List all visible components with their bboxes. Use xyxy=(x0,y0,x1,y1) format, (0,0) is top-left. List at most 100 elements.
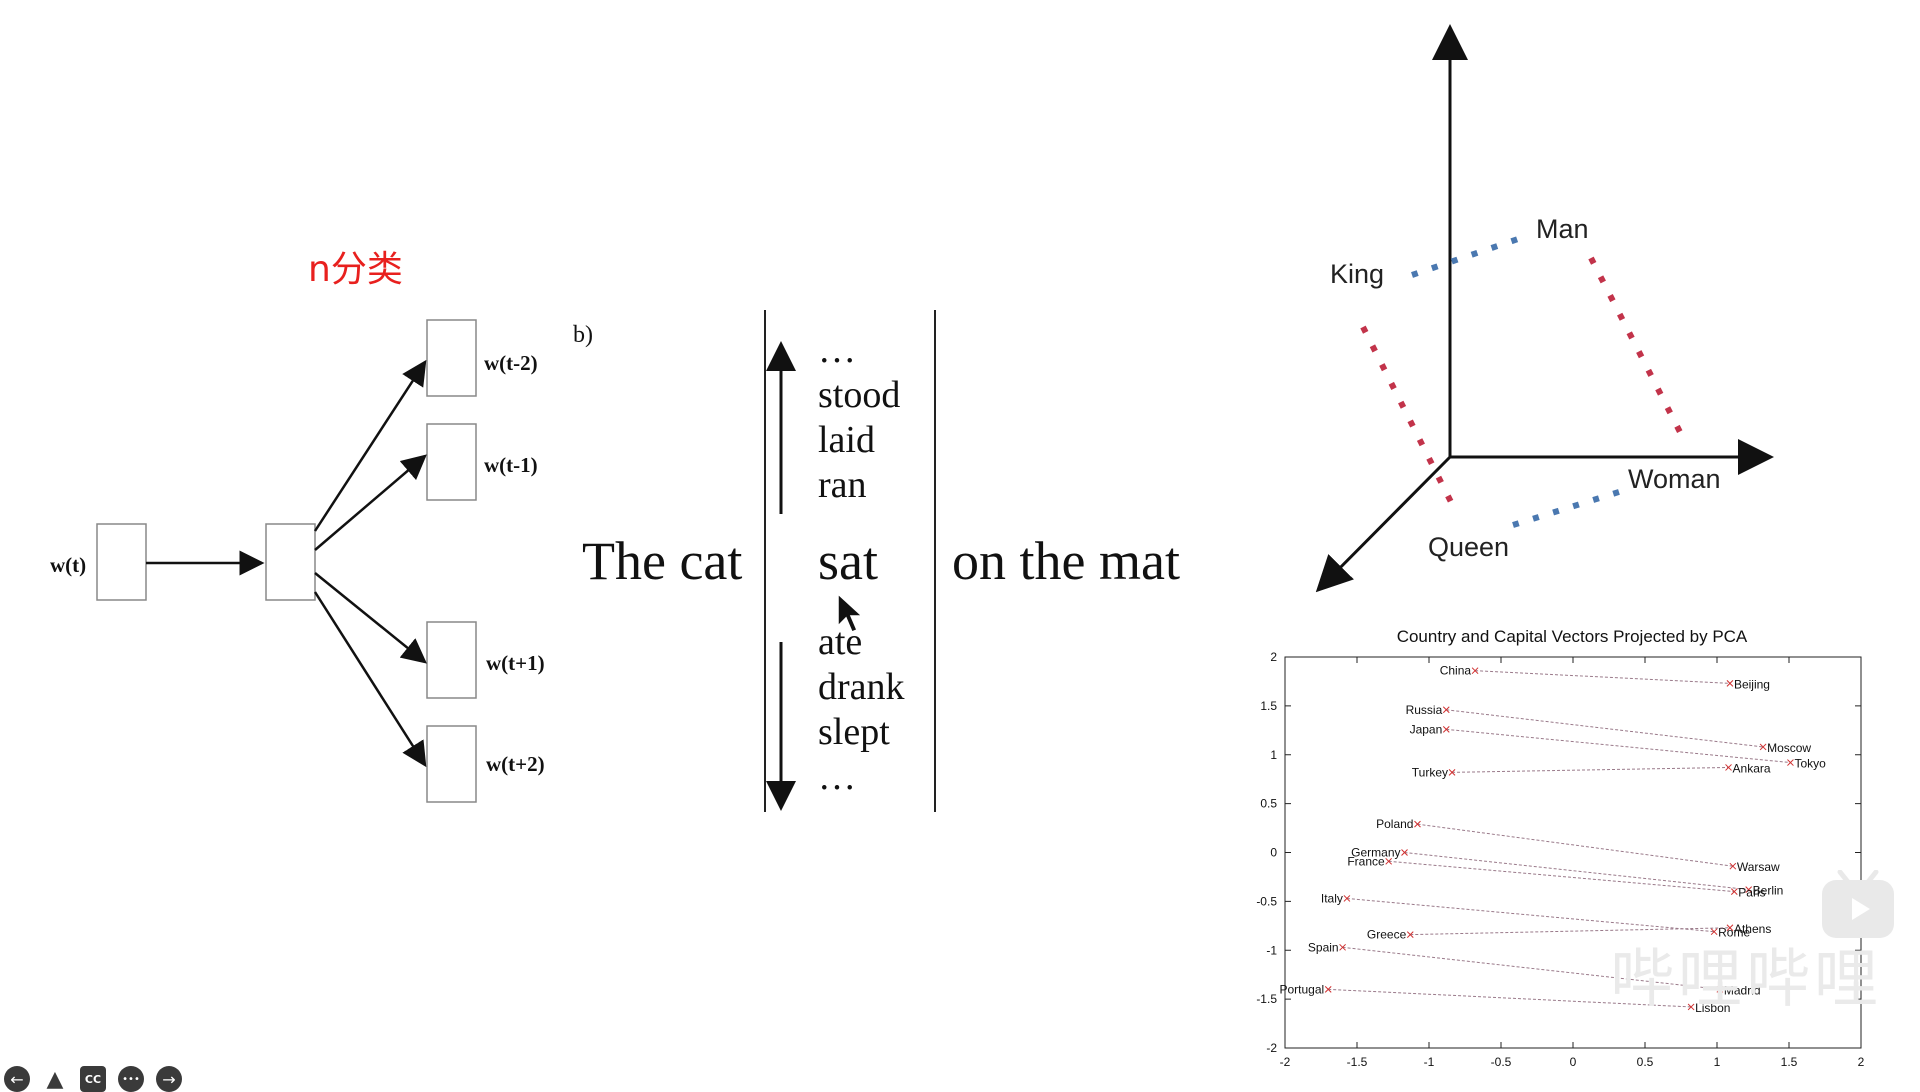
capital-label: Moscow xyxy=(1767,741,1811,755)
pair-connector-line xyxy=(1452,766,1729,773)
watermark-text: 哔哩哔哩 xyxy=(1610,943,1882,1017)
capital-label: Beijing xyxy=(1734,677,1770,691)
y-tick-label: -1 xyxy=(1266,943,1277,957)
player-controls: ← ▲ CC ••• → xyxy=(4,1066,182,1092)
pair-connector-line xyxy=(1410,927,1730,936)
vector-diagram xyxy=(1315,24,1774,593)
male-female-dotted-line xyxy=(1588,256,1684,436)
country-label: France xyxy=(1347,854,1385,868)
country-point xyxy=(1324,985,1332,993)
x-tick-label: -2 xyxy=(1280,1055,1291,1069)
output-arrow xyxy=(313,591,427,768)
output-word-label: w(t-2) xyxy=(484,351,538,375)
king-queen-dotted-line xyxy=(1360,325,1454,504)
capital-point xyxy=(1716,985,1724,993)
axis-diagonal xyxy=(1315,455,1452,593)
country-label: Turkey xyxy=(1412,765,1448,779)
pair-connector-line xyxy=(1475,670,1730,684)
capital-point xyxy=(1725,764,1732,771)
queen-label: Queen xyxy=(1428,532,1510,562)
capital-label: Ankara xyxy=(1733,761,1771,775)
king-label: King xyxy=(1330,259,1385,289)
output-box-t-2 xyxy=(426,319,477,397)
capital-label: Athens xyxy=(1734,922,1771,936)
more-icon[interactable]: ••• xyxy=(118,1066,144,1092)
country-point xyxy=(1385,857,1393,865)
pair-connector-line xyxy=(1446,728,1791,764)
pair-connector-line xyxy=(1417,823,1733,867)
chart-title: Country and Capital Vectors Projected by… xyxy=(1396,627,1748,646)
country-point xyxy=(1339,943,1346,951)
capital-point xyxy=(1726,924,1734,932)
country-label: Russia xyxy=(1406,703,1443,717)
mouse-cursor-icon xyxy=(837,592,864,633)
y-tick-label: 2 xyxy=(1270,650,1277,664)
x-tick-label: 0 xyxy=(1570,1055,1577,1069)
x-tick-label: 0.5 xyxy=(1637,1055,1654,1069)
skipgram-diagram xyxy=(96,319,477,803)
y-tick-label: 1 xyxy=(1270,748,1277,762)
country-point xyxy=(1442,725,1450,733)
country-label: China xyxy=(1440,664,1472,678)
royal-male-dotted-line xyxy=(1411,236,1519,278)
below-word-list: ate drank slept … xyxy=(818,620,905,800)
right-phrase: on the mat xyxy=(952,531,1180,591)
capital-point xyxy=(1745,886,1753,893)
context-word: … xyxy=(818,329,856,371)
pair-connector-line xyxy=(1328,988,1692,1008)
bilibili-tv-icon xyxy=(1822,870,1894,938)
country-label: Italy xyxy=(1321,891,1343,905)
output-box-t-1 xyxy=(426,423,477,501)
country-label: Portugal xyxy=(1279,982,1324,996)
y-tick-label: 0.5 xyxy=(1260,797,1277,811)
capital-point xyxy=(1787,759,1794,766)
country-label: Greece xyxy=(1367,928,1407,942)
capital-label: Tokyo xyxy=(1794,757,1826,771)
country-point xyxy=(1414,820,1421,828)
above-word-list: … stood laid ran xyxy=(818,328,900,508)
output-arrow xyxy=(314,572,427,664)
capital-point xyxy=(1729,862,1737,870)
context-word: drank xyxy=(818,666,905,708)
country-point xyxy=(1401,849,1408,856)
capital-point xyxy=(1726,680,1734,687)
captions-icon[interactable]: CC xyxy=(80,1066,106,1092)
pair-connector-line xyxy=(1388,860,1735,893)
context-word: stood xyxy=(818,374,901,416)
back-arrow-icon[interactable]: ← xyxy=(4,1066,30,1092)
pair-connector-line xyxy=(1446,709,1764,748)
country-label: Spain xyxy=(1308,940,1339,954)
pca-chart: -2 -1.5 -1 -0.5 0 0.5 1 1.5 2 2 1.5 1 0.5 0 -0.5 -1 -1.5… xyxy=(1256,650,1864,1069)
output-word-label: w(t+2) xyxy=(486,752,545,776)
country-point xyxy=(1442,706,1450,714)
output-box-t+1 xyxy=(426,621,477,699)
capital-point xyxy=(1759,743,1767,751)
man-label: Man xyxy=(1536,214,1589,244)
capital-point xyxy=(1730,888,1738,895)
pen-icon[interactable]: ▲ xyxy=(46,1066,64,1092)
input-box xyxy=(96,523,147,601)
forward-arrow-icon[interactable]: → xyxy=(156,1066,182,1092)
y-tick-label: 0 xyxy=(1270,846,1277,860)
input-word-label: w(t) xyxy=(50,553,87,577)
output-word-label: w(t+1) xyxy=(486,651,545,675)
output-word-label: w(t-1) xyxy=(484,453,538,477)
center-word: sat xyxy=(818,531,878,591)
country-point xyxy=(1406,931,1414,938)
capital-label: Madrid xyxy=(1724,983,1761,997)
context-word: … xyxy=(818,756,856,798)
output-arrow xyxy=(314,454,427,551)
capital-label: Berlin xyxy=(1753,884,1784,898)
country-point xyxy=(1448,768,1456,776)
output-box-t+2 xyxy=(426,725,477,803)
context-word: ran xyxy=(818,464,867,506)
country-label: Japan xyxy=(1410,722,1443,736)
context-word: slept xyxy=(818,711,890,753)
capital-label: Paris xyxy=(1738,886,1765,900)
royal-female-dotted-line xyxy=(1512,488,1623,528)
pair-connector-line xyxy=(1342,946,1720,990)
x-tick-label: -1.5 xyxy=(1347,1055,1368,1069)
y-tick-label: 1.5 xyxy=(1260,699,1277,713)
capital-point xyxy=(1687,1003,1695,1011)
projection-box xyxy=(265,523,316,601)
